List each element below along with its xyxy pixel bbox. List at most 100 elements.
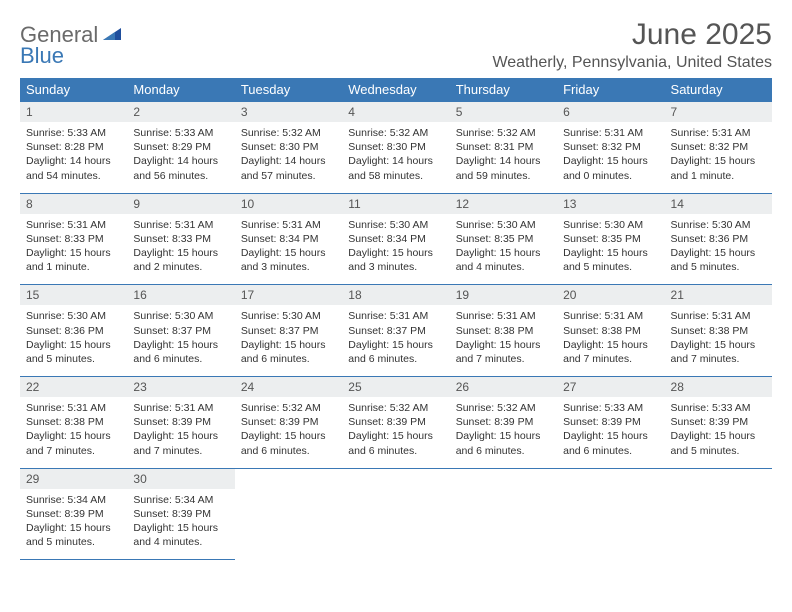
day-number: 27 xyxy=(557,377,664,397)
day-number: 16 xyxy=(127,285,234,305)
day-daylight2-line: and 1 minute. xyxy=(26,260,121,274)
day-number: 15 xyxy=(20,285,127,305)
day-details: Sunrise: 5:33 AMSunset: 8:39 PMDaylight:… xyxy=(665,397,772,468)
day-daylight1-line: Daylight: 15 hours xyxy=(133,246,228,260)
day-daylight2-line: and 7 minutes. xyxy=(133,444,228,458)
day-sunset-line: Sunset: 8:38 PM xyxy=(26,415,121,429)
calendar-day-cell: 4Sunrise: 5:32 AMSunset: 8:30 PMDaylight… xyxy=(342,102,449,194)
day-details: Sunrise: 5:31 AMSunset: 8:32 PMDaylight:… xyxy=(665,122,772,193)
day-number: 5 xyxy=(450,102,557,122)
day-sunrise-line: Sunrise: 5:33 AM xyxy=(563,401,658,415)
day-sunrise-line: Sunrise: 5:32 AM xyxy=(241,401,336,415)
day-number: 2 xyxy=(127,102,234,122)
day-number: 17 xyxy=(235,285,342,305)
calendar-day-cell: 14Sunrise: 5:30 AMSunset: 8:36 PMDayligh… xyxy=(665,193,772,285)
day-sunrise-line: Sunrise: 5:31 AM xyxy=(563,309,658,323)
day-sunrise-line: Sunrise: 5:32 AM xyxy=(241,126,336,140)
day-details: Sunrise: 5:31 AMSunset: 8:37 PMDaylight:… xyxy=(342,305,449,376)
day-details: Sunrise: 5:32 AMSunset: 8:31 PMDaylight:… xyxy=(450,122,557,193)
calendar-day-cell: 30Sunrise: 5:34 AMSunset: 8:39 PMDayligh… xyxy=(127,468,234,560)
day-sunrise-line: Sunrise: 5:30 AM xyxy=(26,309,121,323)
day-sunset-line: Sunset: 8:39 PM xyxy=(241,415,336,429)
day-number: 11 xyxy=(342,194,449,214)
day-sunset-line: Sunset: 8:39 PM xyxy=(133,507,228,521)
day-details: Sunrise: 5:32 AMSunset: 8:30 PMDaylight:… xyxy=(342,122,449,193)
calendar-week-row: 22Sunrise: 5:31 AMSunset: 8:38 PMDayligh… xyxy=(20,377,772,469)
day-details: Sunrise: 5:30 AMSunset: 8:35 PMDaylight:… xyxy=(557,214,664,285)
day-details: Sunrise: 5:31 AMSunset: 8:38 PMDaylight:… xyxy=(20,397,127,468)
calendar-day-cell: 28Sunrise: 5:33 AMSunset: 8:39 PMDayligh… xyxy=(665,377,772,469)
day-daylight2-line: and 59 minutes. xyxy=(456,169,551,183)
day-sunrise-line: Sunrise: 5:34 AM xyxy=(26,493,121,507)
day-sunset-line: Sunset: 8:32 PM xyxy=(671,140,766,154)
day-sunrise-line: Sunrise: 5:32 AM xyxy=(348,126,443,140)
calendar-day-cell: 15Sunrise: 5:30 AMSunset: 8:36 PMDayligh… xyxy=(20,285,127,377)
day-sunrise-line: Sunrise: 5:32 AM xyxy=(456,126,551,140)
day-number: 10 xyxy=(235,194,342,214)
logo-triangle-icon xyxy=(103,26,121,47)
day-sunset-line: Sunset: 8:30 PM xyxy=(348,140,443,154)
day-sunrise-line: Sunrise: 5:31 AM xyxy=(133,401,228,415)
day-number: 1 xyxy=(20,102,127,122)
month-title: June 2025 xyxy=(492,18,772,52)
day-sunset-line: Sunset: 8:35 PM xyxy=(456,232,551,246)
day-sunset-line: Sunset: 8:37 PM xyxy=(133,324,228,338)
calendar-day-cell xyxy=(342,468,449,560)
day-sunset-line: Sunset: 8:38 PM xyxy=(456,324,551,338)
day-daylight2-line: and 3 minutes. xyxy=(348,260,443,274)
calendar-day-cell: 12Sunrise: 5:30 AMSunset: 8:35 PMDayligh… xyxy=(450,193,557,285)
day-details: Sunrise: 5:31 AMSunset: 8:38 PMDaylight:… xyxy=(665,305,772,376)
calendar-day-cell: 13Sunrise: 5:30 AMSunset: 8:35 PMDayligh… xyxy=(557,193,664,285)
day-sunset-line: Sunset: 8:30 PM xyxy=(241,140,336,154)
day-details: Sunrise: 5:31 AMSunset: 8:34 PMDaylight:… xyxy=(235,214,342,285)
calendar-day-cell: 19Sunrise: 5:31 AMSunset: 8:38 PMDayligh… xyxy=(450,285,557,377)
calendar-week-row: 1Sunrise: 5:33 AMSunset: 8:28 PMDaylight… xyxy=(20,102,772,194)
day-details: Sunrise: 5:32 AMSunset: 8:30 PMDaylight:… xyxy=(235,122,342,193)
calendar-day-cell: 26Sunrise: 5:32 AMSunset: 8:39 PMDayligh… xyxy=(450,377,557,469)
day-number: 21 xyxy=(665,285,772,305)
page-header: General Blue June 2025 Weatherly, Pennsy… xyxy=(20,18,772,72)
day-sunrise-line: Sunrise: 5:31 AM xyxy=(26,401,121,415)
day-number: 20 xyxy=(557,285,664,305)
day-daylight2-line: and 54 minutes. xyxy=(26,169,121,183)
day-daylight1-line: Daylight: 15 hours xyxy=(671,246,766,260)
day-daylight2-line: and 6 minutes. xyxy=(456,444,551,458)
day-sunrise-line: Sunrise: 5:32 AM xyxy=(456,401,551,415)
day-daylight2-line: and 7 minutes. xyxy=(563,352,658,366)
calendar-table: SundayMondayTuesdayWednesdayThursdayFrid… xyxy=(20,78,772,560)
day-details: Sunrise: 5:33 AMSunset: 8:39 PMDaylight:… xyxy=(557,397,664,468)
day-details: Sunrise: 5:30 AMSunset: 8:35 PMDaylight:… xyxy=(450,214,557,285)
day-details: Sunrise: 5:31 AMSunset: 8:38 PMDaylight:… xyxy=(557,305,664,376)
calendar-day-cell xyxy=(450,468,557,560)
weekday-header: Monday xyxy=(127,78,234,102)
calendar-day-cell: 6Sunrise: 5:31 AMSunset: 8:32 PMDaylight… xyxy=(557,102,664,194)
day-sunrise-line: Sunrise: 5:31 AM xyxy=(563,126,658,140)
day-number: 29 xyxy=(20,469,127,489)
day-sunset-line: Sunset: 8:38 PM xyxy=(671,324,766,338)
day-number: 22 xyxy=(20,377,127,397)
day-daylight2-line: and 1 minute. xyxy=(671,169,766,183)
calendar-day-cell: 1Sunrise: 5:33 AMSunset: 8:28 PMDaylight… xyxy=(20,102,127,194)
day-number: 8 xyxy=(20,194,127,214)
calendar-day-cell: 20Sunrise: 5:31 AMSunset: 8:38 PMDayligh… xyxy=(557,285,664,377)
day-daylight1-line: Daylight: 15 hours xyxy=(241,246,336,260)
day-details: Sunrise: 5:32 AMSunset: 8:39 PMDaylight:… xyxy=(450,397,557,468)
day-sunset-line: Sunset: 8:28 PM xyxy=(26,140,121,154)
day-sunrise-line: Sunrise: 5:31 AM xyxy=(671,126,766,140)
day-sunset-line: Sunset: 8:33 PM xyxy=(26,232,121,246)
day-daylight1-line: Daylight: 14 hours xyxy=(348,154,443,168)
calendar-day-cell: 3Sunrise: 5:32 AMSunset: 8:30 PMDaylight… xyxy=(235,102,342,194)
day-sunset-line: Sunset: 8:29 PM xyxy=(133,140,228,154)
weekday-header: Sunday xyxy=(20,78,127,102)
day-daylight2-line: and 5 minutes. xyxy=(671,444,766,458)
day-sunset-line: Sunset: 8:36 PM xyxy=(671,232,766,246)
day-daylight2-line: and 58 minutes. xyxy=(348,169,443,183)
calendar-day-cell: 9Sunrise: 5:31 AMSunset: 8:33 PMDaylight… xyxy=(127,193,234,285)
day-number: 3 xyxy=(235,102,342,122)
day-sunrise-line: Sunrise: 5:30 AM xyxy=(456,218,551,232)
day-details: Sunrise: 5:30 AMSunset: 8:36 PMDaylight:… xyxy=(20,305,127,376)
day-daylight2-line: and 57 minutes. xyxy=(241,169,336,183)
weekday-header: Friday xyxy=(557,78,664,102)
day-sunrise-line: Sunrise: 5:31 AM xyxy=(26,218,121,232)
calendar-day-cell: 27Sunrise: 5:33 AMSunset: 8:39 PMDayligh… xyxy=(557,377,664,469)
